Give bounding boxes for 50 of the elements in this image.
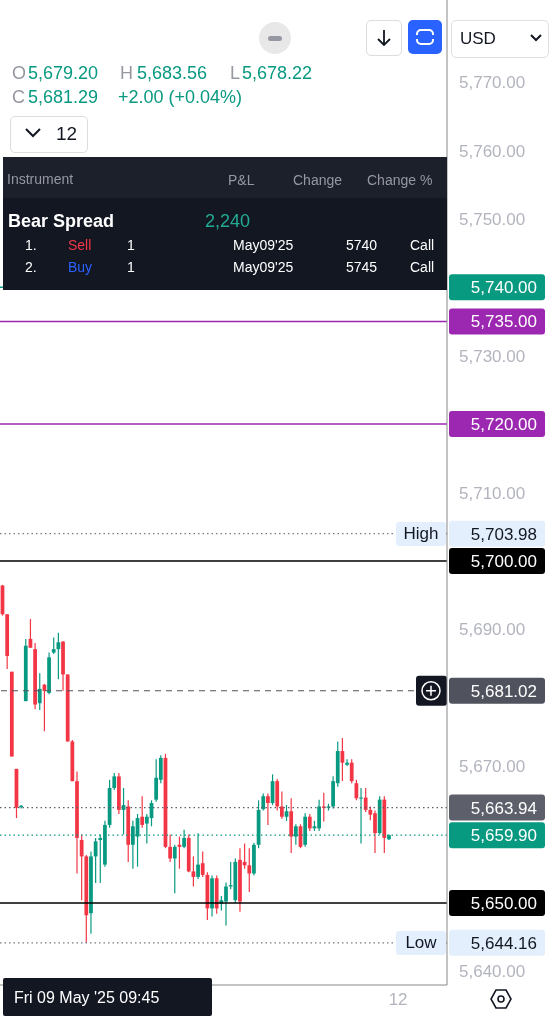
ref-line-label: 5,663.94 (470, 798, 537, 818)
y-tick-label: 5,750.00 (459, 209, 526, 229)
annotation: P&L (228, 171, 255, 189)
annotation: 1. (25, 236, 37, 254)
y-tick-label: 5,710.00 (459, 483, 526, 503)
annotation: Call (410, 258, 435, 276)
annotation: H (120, 62, 133, 84)
annotation: C (12, 86, 25, 108)
annotation: Instrument (7, 170, 74, 188)
annotation: 5745 (346, 258, 378, 276)
y-tick-label: 5,730.00 (459, 346, 526, 366)
annotation: 2. (25, 258, 37, 276)
annotation: O (12, 62, 27, 84)
annotation: 5,681.29 (28, 86, 99, 108)
annotation: Sell (68, 236, 92, 254)
annotation: May09'25 (233, 236, 294, 254)
annotation: May09'25 (233, 258, 294, 276)
annotation: Call (410, 236, 435, 254)
y-tick-label: 5,770.00 (459, 73, 526, 93)
annotation: 1 (127, 236, 135, 254)
ref-line-label: 5,700.00 (470, 551, 537, 571)
ref-line-label: 5,644.16 (470, 933, 537, 953)
annotation: +2.00 (+0.04%) (118, 86, 243, 108)
ref-line-label: 5,703.98 (470, 524, 537, 544)
annotation: Change % (367, 171, 433, 189)
annotation: Change (293, 171, 343, 189)
ref-line-label: 5,735.00 (470, 312, 537, 332)
annotation: 1 (127, 258, 135, 276)
y-tick-label: 5,760.00 (459, 141, 526, 161)
text: Fri 09 May '25 09:45 (14, 988, 160, 1008)
annotation: 5,683.56 (137, 62, 208, 84)
y-tick-label: 5,670.00 (459, 757, 526, 777)
ref-line-label: 5,720.00 (470, 415, 537, 435)
annotation: 5,678.22 (242, 62, 313, 84)
annotation: Low (396, 930, 446, 955)
annotation: L (230, 62, 241, 84)
y-tick-label: 5,640.00 (459, 962, 526, 982)
annotation: Buy (68, 258, 93, 276)
y-tick-label: 5,690.00 (459, 620, 526, 640)
ref-line-label: 5,681.02 (470, 681, 537, 701)
annotation: High (396, 521, 446, 546)
annotation: Bear Spread (8, 210, 115, 232)
ref-line-label: 5,650.00 (470, 893, 537, 913)
annotation: 5740 (346, 236, 378, 254)
annotation: 5,679.20 (28, 62, 99, 84)
text: USD (460, 28, 496, 49)
annotation: 2,240 (205, 210, 251, 232)
ref-line-label: 5,659.90 (470, 826, 537, 846)
annotation: 12 (56, 122, 78, 145)
ref-line-label: 5,740.00 (470, 278, 537, 298)
